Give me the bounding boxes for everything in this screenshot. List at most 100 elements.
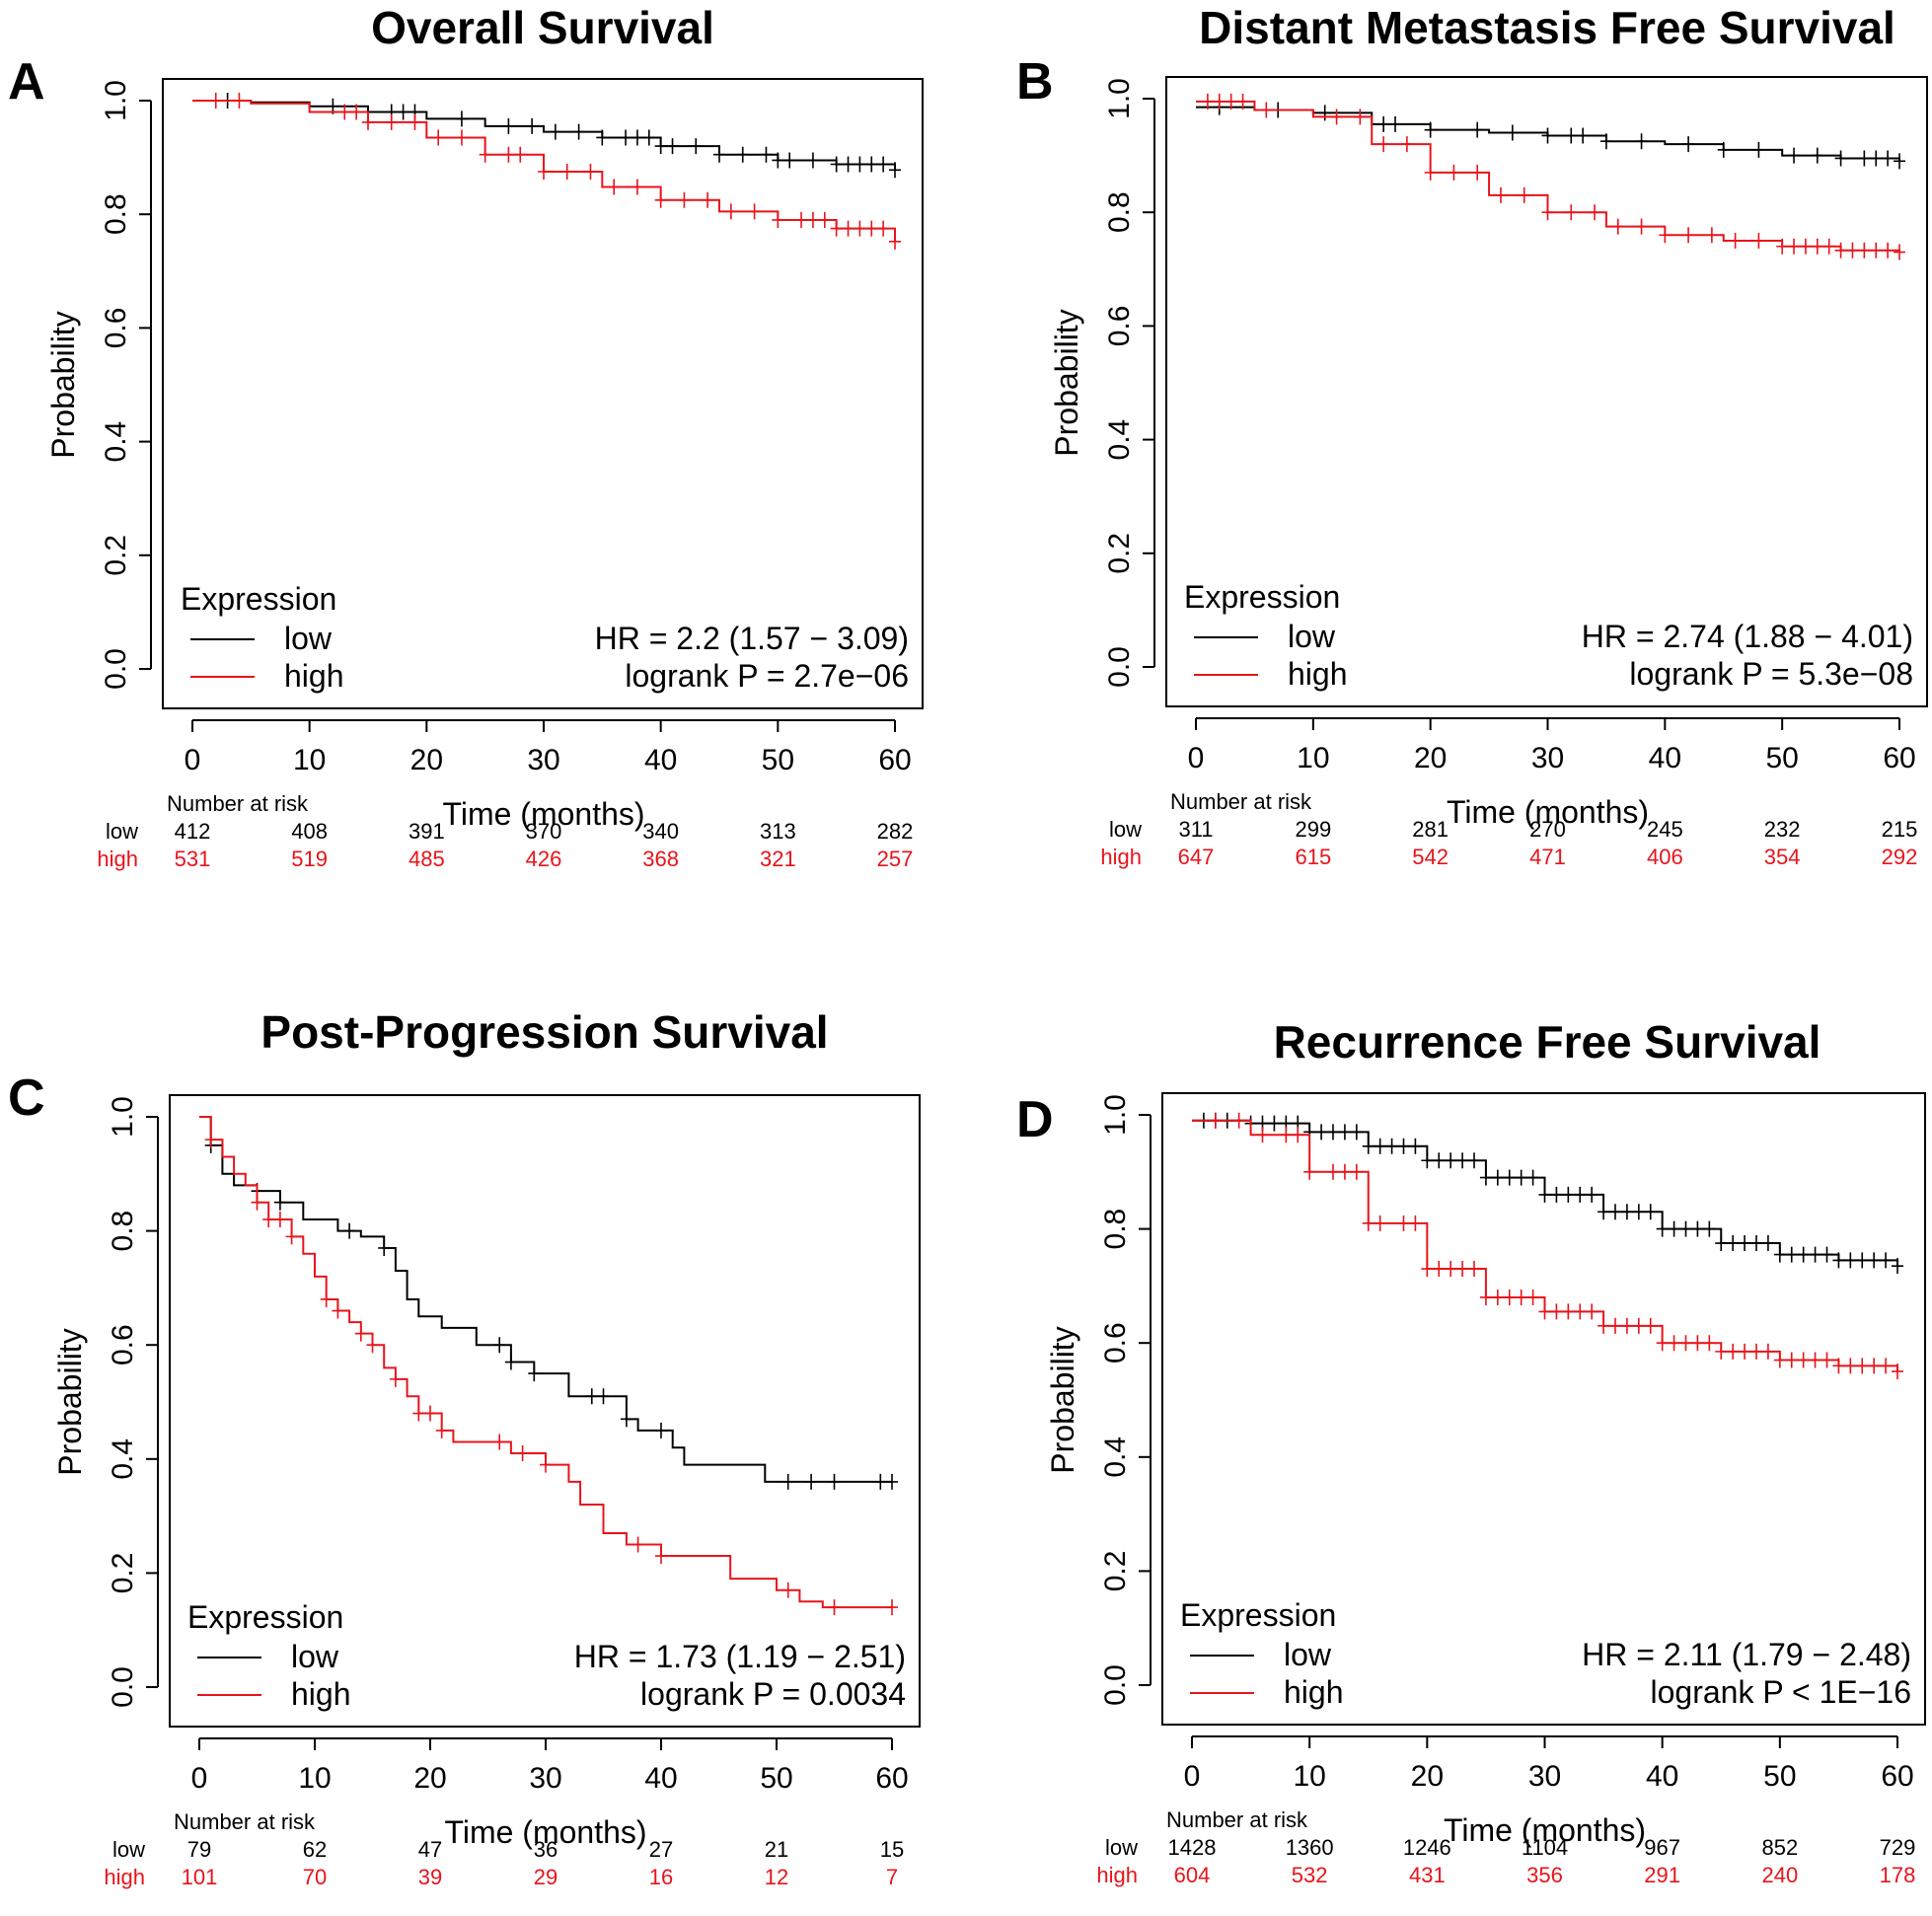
y-tick-label: 0.2 [1103,533,1136,574]
censor-mark-low [1682,136,1695,153]
y-tick-label: 0.8 [100,193,132,235]
censor-mark-high [514,146,527,163]
censor-mark-high [502,146,515,163]
censor-mark-high [748,203,761,220]
censor-mark-low [1834,150,1847,167]
censor-mark-high [1491,1289,1504,1305]
censor-mark-high [655,1548,667,1565]
censor-mark-high [1856,1358,1869,1374]
x-tick-label: 20 [1411,1760,1444,1793]
censor-mark-high [1362,1215,1375,1231]
risk-value-high: 356 [1526,1863,1563,1887]
risk-value-high: 29 [534,1865,557,1889]
risk-value-low: 852 [1761,1835,1798,1860]
censor-mark-low [1515,1169,1527,1186]
censor-mark-low [666,138,679,155]
y-tick-label: 0.8 [1103,191,1136,233]
censor-mark-low [1717,141,1730,158]
censor-mark-low [1761,1235,1774,1252]
censor-mark-high [516,1445,529,1462]
censor-mark-high [366,1337,379,1354]
censor-mark-high [1445,1261,1457,1278]
y-tick-label: 0.4 [1099,1437,1132,1478]
censor-mark-high [806,211,819,228]
censor-mark-low [1844,1252,1857,1269]
x-tick-label: 60 [875,1762,908,1795]
censor-mark-high [1433,1261,1446,1278]
censor-mark-high [1644,1317,1657,1334]
censor-mark-low [886,1473,898,1490]
y-tick-label: 1.0 [1103,78,1136,119]
y-tick-label: 0.8 [107,1211,139,1252]
y-tick-label: 0.2 [1099,1551,1132,1592]
censor-mark-low [1703,1220,1716,1237]
risk-value-high: 615 [1295,845,1331,869]
censor-mark-high [1703,1335,1716,1352]
censor-mark-low [1894,153,1905,170]
censor-mark-low [1456,1152,1469,1169]
censor-mark-high [1213,93,1226,110]
risk-value-low: 370 [526,819,562,844]
censor-mark-high [1632,1317,1645,1334]
censor-mark-low [528,1365,541,1382]
x-tick-label: 0 [191,1762,208,1795]
censor-mark-high [1821,1352,1833,1368]
censor-mark-high [385,113,398,130]
risk-value-high: 368 [642,847,679,871]
risk-value-low: 1104 [1522,1835,1568,1860]
censor-mark-low [1599,133,1612,150]
censor-mark-low [760,146,773,163]
censor-mark-high [1421,1261,1434,1278]
censor-mark-low [504,1354,517,1370]
censor-mark-high [877,220,890,237]
censor-mark-high [1280,1127,1293,1143]
risk-value-high: 39 [418,1865,442,1889]
risk-value-high: 354 [1764,845,1801,869]
censor-mark-high [828,1599,841,1616]
panel-title: Recurrence Free Survival [1274,1016,1821,1068]
censor-mark-low [1809,1246,1821,1263]
risk-value-high: 471 [1529,845,1566,869]
censor-mark-high [1586,1303,1598,1320]
censor-mark-high [455,129,468,146]
legend-title: Expression [1180,1597,1336,1633]
censor-mark-high [332,1302,344,1319]
censor-mark-high [1797,1352,1810,1368]
censor-mark-high [1400,136,1413,153]
censor-mark-high [350,104,363,120]
censor-mark-low [1739,1235,1751,1252]
risk-value-high: 426 [526,847,562,871]
censor-mark-high [409,113,421,130]
logrank-p-text: logrank P = 2.7e−06 [625,658,909,694]
y-axis-label: Probability [52,1328,88,1475]
censor-mark-high [1894,244,1905,260]
censor-mark-high [1526,1289,1539,1305]
censor-mark-low [1424,121,1437,138]
risk-value-low: 340 [642,819,679,844]
censor-mark-high [1256,1127,1269,1143]
censor-mark-low [1668,1220,1680,1237]
panel-title: Post-Progression Survival [260,1006,828,1058]
censor-mark-high [865,220,878,237]
risk-value-high: 406 [1647,845,1683,869]
censor-mark-high [1471,164,1484,181]
censor-mark-high [584,164,597,180]
censor-mark-high [1882,242,1895,258]
y-tick-label: 1.0 [1099,1094,1132,1136]
censor-mark-low [572,123,585,140]
risk-value-high: 101 [182,1865,218,1889]
censor-mark-high [493,1434,506,1450]
censor-mark-low [1421,1152,1434,1169]
risk-value-low: 1246 [1403,1835,1451,1860]
survival-curve-high [1196,100,1900,253]
censor-mark-high [1236,93,1249,110]
censor-mark-high [1832,1358,1845,1374]
risk-row-label-high: high [1100,845,1142,869]
censor-mark-high [1773,1352,1786,1368]
risk-value-high: 321 [760,847,796,871]
censor-mark-low [889,162,901,179]
censor-mark-low [806,152,819,169]
legend-label-high: high [291,1676,351,1712]
censor-mark-low [1880,1252,1893,1269]
panel-letter: D [1016,1091,1054,1148]
